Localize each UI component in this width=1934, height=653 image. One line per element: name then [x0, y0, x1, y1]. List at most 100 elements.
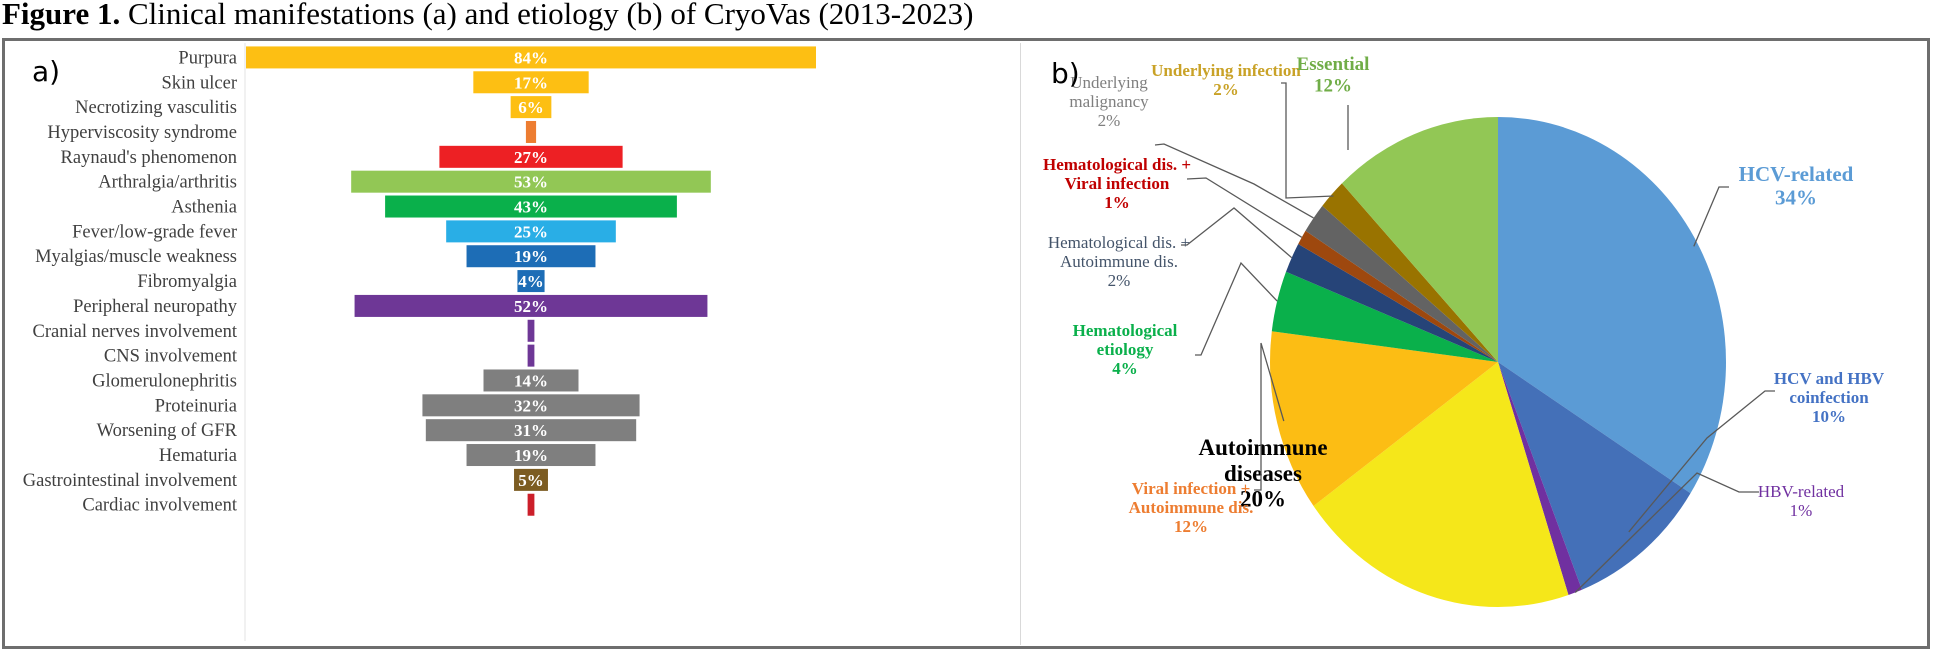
leader-line	[1574, 472, 1759, 593]
slice-label-line: Underlying	[1070, 73, 1148, 92]
pie-slice	[1286, 243, 1498, 362]
category-label: Arthralgia/arthritis	[98, 173, 237, 193]
slice-label-line: etiology	[1097, 340, 1154, 359]
slice-label-line: Hematological	[1073, 321, 1178, 340]
slice-label-line: malignancy	[1069, 92, 1149, 111]
bar	[514, 468, 548, 491]
category-label: Cardiac involvement	[82, 496, 237, 516]
bar	[246, 46, 816, 69]
category-label: Necrotizing vasculitis	[75, 98, 237, 118]
bar	[510, 96, 552, 119]
slice-label-line: Hematological dis. +	[1043, 155, 1191, 174]
pie-slice	[1298, 230, 1498, 362]
leader-line	[1154, 143, 1314, 219]
category-label: Gastrointestinal involvement	[23, 471, 238, 491]
category-label: Peripheral neuropathy	[73, 297, 238, 317]
slice-label-line: 2%	[1108, 271, 1131, 290]
bar-value-label: 43%	[514, 198, 548, 217]
slice-label-line: 34%	[1775, 186, 1817, 210]
category-label: Raynaud's phenomenon	[61, 148, 237, 168]
bar	[425, 419, 637, 442]
bar-value-label: 84%	[514, 48, 548, 67]
bar-value-label: 25%	[514, 222, 548, 241]
slice-label-line: Underlying infection	[1151, 61, 1301, 80]
leader-line	[1195, 261, 1278, 356]
pie-slice	[1313, 362, 1569, 607]
bar	[527, 344, 535, 367]
bar	[525, 120, 537, 143]
slice-label: Hematological etiology 4%	[1073, 321, 1178, 378]
bar	[351, 170, 711, 193]
pie-slice	[1498, 362, 1582, 596]
slice-label-line: 1%	[1790, 501, 1813, 520]
category-label: Cranial nerves involvement	[33, 322, 238, 342]
bar	[527, 493, 535, 516]
leader-line	[1254, 342, 1285, 491]
category-label: Fibromyalgia	[137, 272, 237, 292]
slice-label-line: Autoimmune dis.	[1129, 498, 1254, 517]
slice-label-line: diseases	[1224, 461, 1302, 486]
slice-label: Viral infection + Autoimmune dis. 12%	[1129, 479, 1254, 536]
panel-a: a) Purpura 84% Skin ulcer 17% Necrotizing va…	[4, 41, 1014, 643]
slice-label-line: Viral infection +	[1132, 479, 1251, 498]
leader-line	[1186, 177, 1303, 238]
slice-label-line: Essential	[1297, 54, 1370, 75]
bar	[422, 394, 640, 417]
pie-slice	[1271, 271, 1498, 362]
figure-title: Figure 1. Clinical manifestations (a) an…	[2, 0, 973, 32]
etiology-pie-chart: HCV-related 34%HCV and HBV coinfection 10%H…	[1043, 54, 1885, 607]
category-label: Asthenia	[171, 198, 237, 218]
leader-line	[1281, 82, 1334, 199]
pie-slice	[1322, 183, 1498, 362]
bar-value-label: 31%	[514, 421, 548, 440]
bar	[439, 145, 623, 168]
category-label: Hematuria	[159, 446, 237, 466]
bar-value-label: 14%	[514, 371, 548, 390]
category-label: Fever/low-grade fever	[72, 222, 237, 242]
leader-line	[1628, 390, 1775, 533]
bar	[517, 270, 545, 293]
category-label: Skin ulcer	[161, 73, 237, 93]
bar	[473, 71, 589, 94]
leader-line	[1693, 186, 1729, 247]
panel-a-label: a)	[32, 55, 61, 88]
slice-label-line: HBV-related	[1758, 482, 1845, 501]
bar	[466, 245, 596, 268]
slice-label-line: Autoimmune dis.	[1060, 252, 1178, 271]
slice-label-line: HCV-related	[1739, 162, 1854, 186]
category-label: Myalgias/muscle weakness	[35, 247, 237, 267]
bar-value-label: 27%	[514, 148, 548, 167]
slice-label-line: 1%	[1104, 193, 1130, 212]
bar	[466, 444, 596, 467]
slice-label-line: 2%	[1213, 80, 1239, 99]
slice-label: Underlying infection 2%	[1151, 61, 1301, 99]
pie-slice	[1498, 117, 1726, 494]
figure-caption: Clinical manifestations (a) and etiology…	[120, 0, 974, 31]
bar	[354, 294, 708, 317]
figure-number: Figure 1.	[2, 0, 121, 31]
slice-label-line: coinfection	[1789, 388, 1869, 407]
slice-label-line: 12%	[1314, 75, 1352, 96]
pie-slice	[1341, 117, 1498, 362]
category-label: Proteinuria	[155, 396, 237, 416]
bar	[527, 319, 535, 342]
panel-b-label: b)	[1051, 57, 1080, 90]
bar-value-label: 52%	[514, 297, 548, 316]
category-label: Worsening of GFR	[97, 421, 238, 441]
slice-label-line: 10%	[1812, 407, 1846, 426]
bar	[483, 369, 579, 392]
category-label: Hyperviscosity syndrome	[47, 123, 237, 143]
panel-b: b) HCV-related 34% HCV and HBV coinfection 1…	[1020, 43, 1929, 645]
slice-label: HCV-related 34%	[1739, 162, 1854, 210]
slice-label: Autoimmune diseases 20%	[1198, 435, 1327, 512]
bar-value-label: 19%	[514, 247, 548, 266]
bar	[385, 195, 677, 218]
slice-label: Underlying malignancy 2%	[1069, 73, 1149, 130]
bar-value-label: 17%	[514, 73, 548, 92]
manifestations-bar-chart: Purpura 84% Skin ulcer 17% Necrotizing vascu…	[23, 43, 816, 641]
bar-value-label: 6%	[518, 98, 544, 117]
slice-label-line: 2%	[1098, 111, 1121, 130]
bar-value-label: 53%	[514, 173, 548, 192]
pie-slice	[1270, 331, 1498, 507]
slice-label-line: 12%	[1174, 517, 1208, 536]
